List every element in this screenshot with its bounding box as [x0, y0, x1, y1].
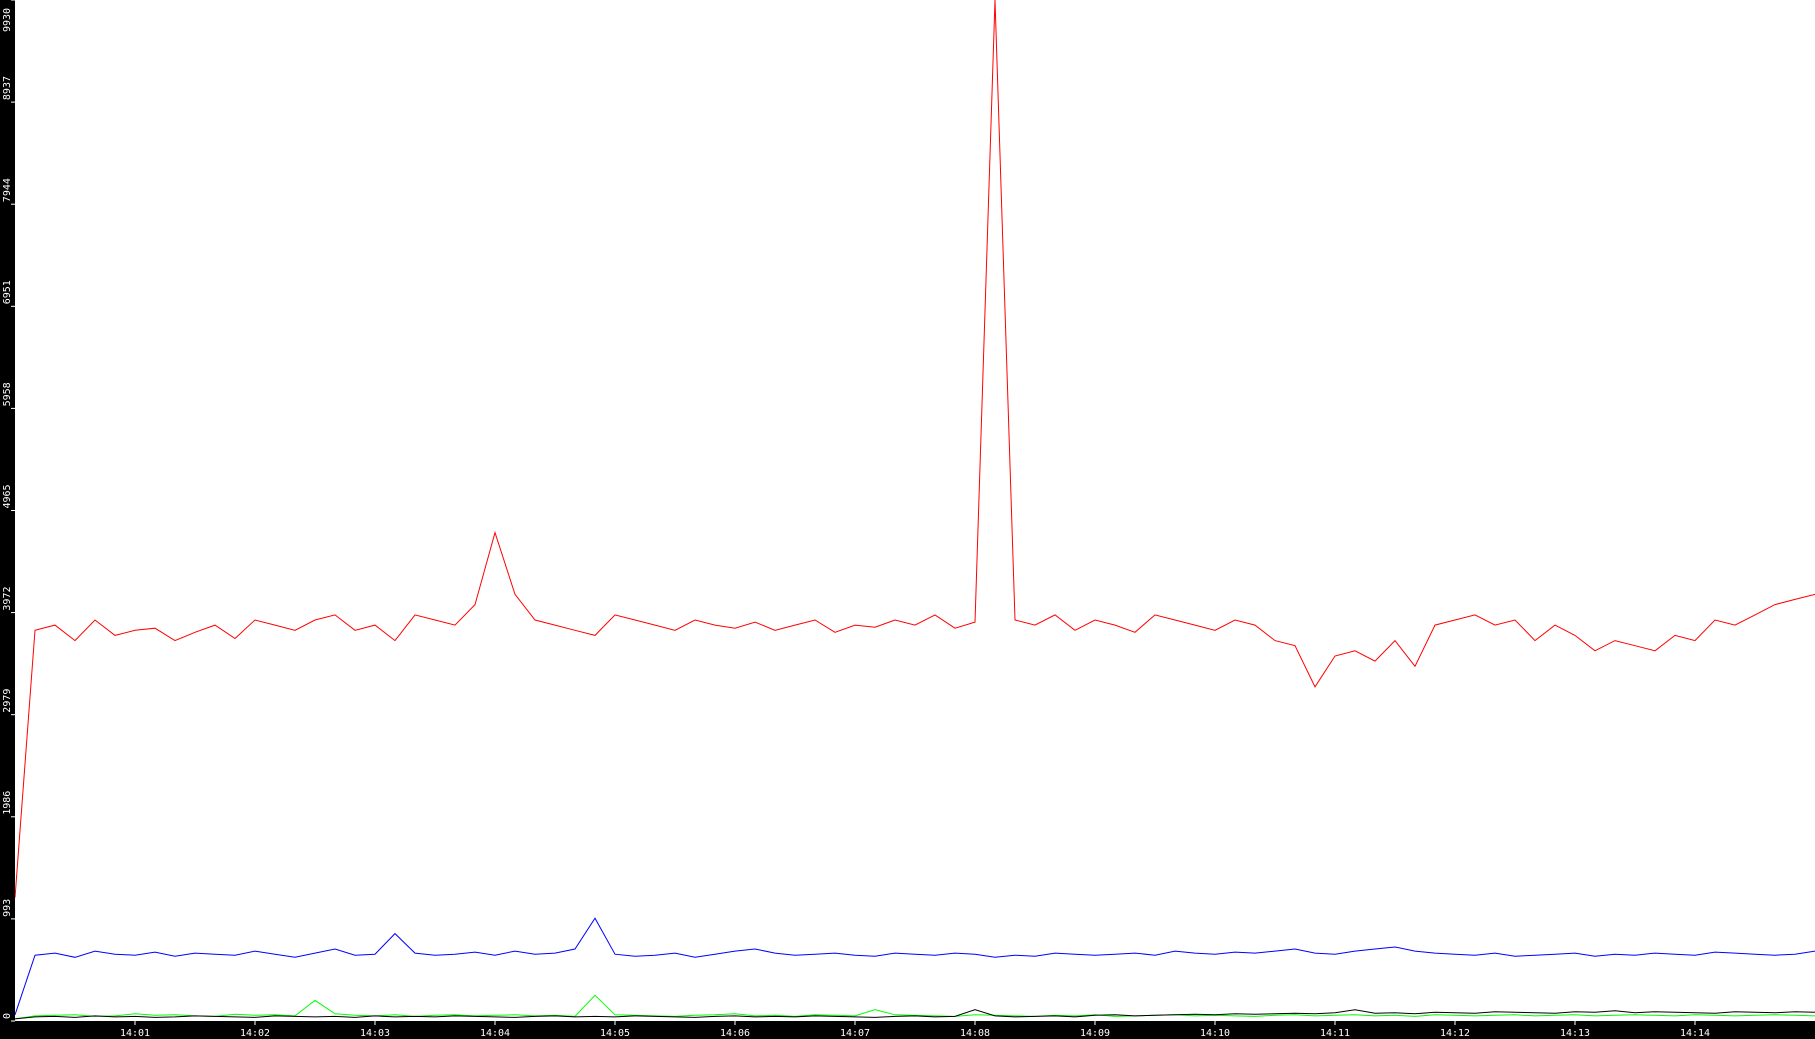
x-tick-label: 14:06 — [720, 1028, 750, 1039]
series-line-0 — [14, 0, 1815, 898]
x-tick-label: 14:10 — [1200, 1028, 1230, 1039]
x-tick-label: 14:11 — [1320, 1028, 1350, 1039]
series-line-2 — [14, 994, 1815, 1020]
y-tick-label: 7944 — [2, 178, 13, 202]
y-tick-label: 1986 — [2, 791, 13, 815]
x-tick-label: 14:14 — [1680, 1028, 1710, 1039]
x-tick-label: 14:04 — [480, 1028, 510, 1039]
x-axis: 14:01 14:02 14:03 14:04 14:05 14:06 14:07 14:08… — [120, 1021, 1710, 1039]
y-tick-label: 3972 — [2, 587, 13, 611]
y-tick-label: 993 — [2, 899, 13, 917]
y-tick-label: 9930 — [2, 8, 13, 32]
series-line-3 — [14, 1009, 1815, 1020]
series-line-1 — [14, 917, 1815, 1015]
x-tick-label: 14:09 — [1080, 1028, 1110, 1039]
x-tick-label: 14:03 — [360, 1028, 390, 1039]
y-tick-label: 4965 — [2, 484, 13, 508]
y-tick-label: 0 — [2, 1013, 13, 1019]
y-tick-label: 8937 — [2, 76, 13, 100]
series-layer — [14, 0, 1815, 1020]
y-tick-label: 6951 — [2, 280, 13, 304]
y-tick-label: 5958 — [2, 382, 13, 406]
y-tick-label: 2979 — [2, 689, 13, 713]
x-tick-label: 14:13 — [1560, 1028, 1590, 1039]
x-tick-label: 14:07 — [840, 1028, 870, 1039]
x-tick-label: 14:02 — [240, 1028, 270, 1039]
y-axis-bar — [0, 0, 15, 1039]
x-axis-bar — [0, 1021, 1815, 1039]
x-tick-label: 14:12 — [1440, 1028, 1470, 1039]
x-tick-label: 14:08 — [960, 1028, 990, 1039]
x-tick-label: 14:01 — [120, 1028, 150, 1039]
x-tick-label: 14:05 — [600, 1028, 630, 1039]
y-axis: 0 993 1986 2979 3972 4965 5958 6951 7944 8937 9930 — [2, 0, 15, 1022]
plot-background — [15, 0, 1815, 1021]
